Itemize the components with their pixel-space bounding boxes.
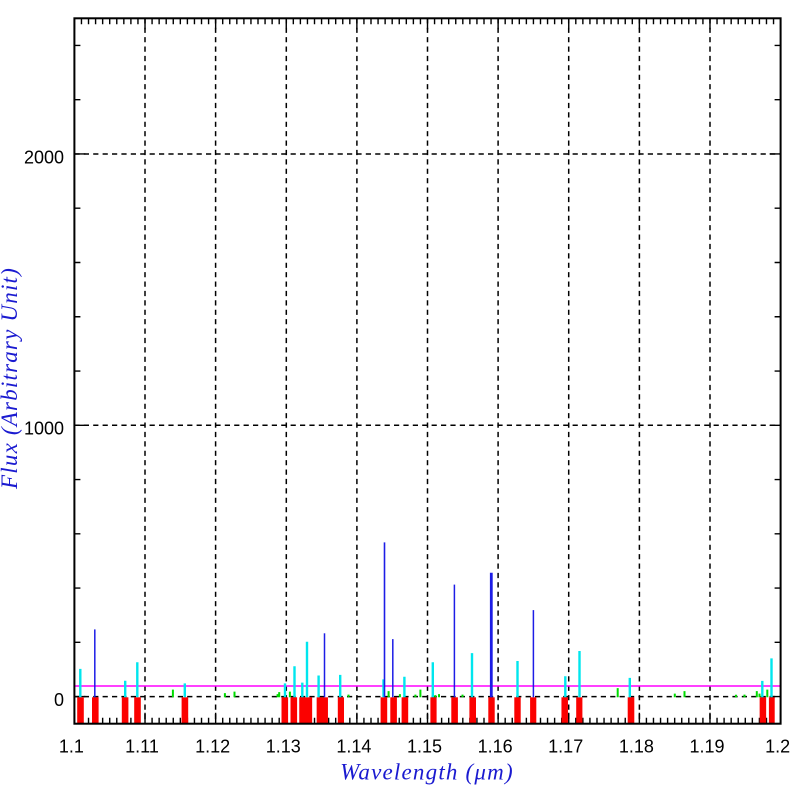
svg-text:1000: 1000: [24, 419, 64, 439]
svg-text:1.14: 1.14: [336, 736, 371, 756]
svg-text:1.16: 1.16: [478, 736, 513, 756]
svg-text:1.19: 1.19: [689, 736, 724, 756]
svg-text:1.13: 1.13: [266, 736, 301, 756]
svg-text:1.18: 1.18: [619, 736, 654, 756]
svg-text:2000: 2000: [24, 147, 64, 167]
svg-text:1.11: 1.11: [125, 736, 159, 756]
svg-text:0: 0: [54, 690, 64, 710]
svg-text:Wavelength (μm): Wavelength (μm): [340, 760, 514, 785]
svg-text:1.15: 1.15: [407, 736, 442, 756]
svg-text:1.12: 1.12: [195, 736, 230, 756]
svg-text:1.1: 1.1: [59, 736, 84, 756]
svg-text:1.17: 1.17: [548, 736, 583, 756]
svg-text:Flux (Arbitrary Unit): Flux (Arbitrary Unit): [0, 267, 22, 490]
svg-text:1.2: 1.2: [765, 736, 790, 756]
